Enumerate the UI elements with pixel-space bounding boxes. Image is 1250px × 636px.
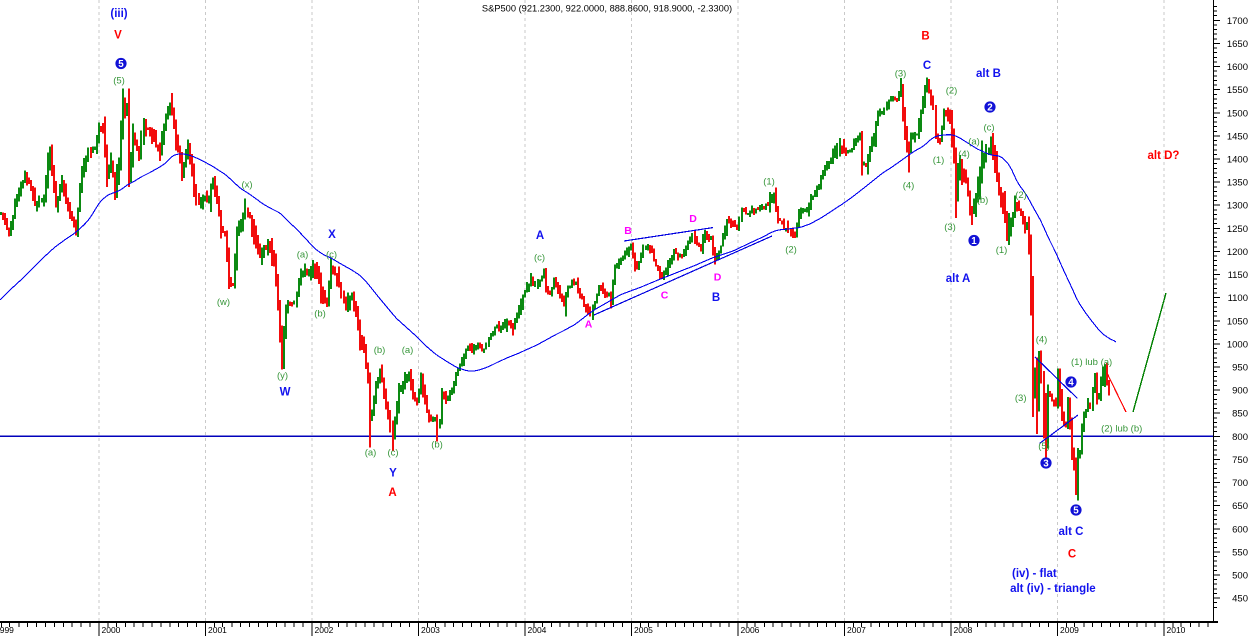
svg-text:4: 4	[1068, 378, 1074, 389]
svg-text:(2): (2)	[785, 245, 797, 256]
svg-text:750: 750	[1232, 455, 1248, 466]
svg-text:alt A: alt A	[946, 273, 971, 285]
svg-text:700: 700	[1232, 478, 1248, 489]
svg-text:(4): (4)	[903, 181, 915, 192]
svg-text:1450: 1450	[1227, 131, 1248, 142]
svg-text:950: 950	[1232, 363, 1248, 374]
svg-text:(a): (a)	[402, 345, 414, 356]
svg-text:V: V	[114, 30, 122, 42]
svg-text:2000: 2000	[102, 625, 121, 635]
svg-text:(1) lub (a): (1) lub (a)	[1071, 357, 1112, 368]
svg-text:5: 5	[1073, 506, 1079, 517]
svg-text:1650: 1650	[1227, 39, 1248, 50]
svg-text:(5): (5)	[113, 76, 125, 87]
svg-text:(2) lub (b): (2) lub (b)	[1101, 424, 1142, 435]
svg-text:D: D	[714, 272, 722, 284]
svg-text:450: 450	[1232, 594, 1248, 605]
svg-text:1150: 1150	[1228, 270, 1248, 281]
svg-text:alt C: alt C	[1059, 526, 1084, 538]
svg-text:B: B	[921, 31, 929, 43]
svg-text:2006: 2006	[741, 625, 760, 635]
svg-text:2010: 2010	[1167, 625, 1186, 635]
svg-text:1999: 1999	[0, 625, 14, 635]
svg-text:(c): (c)	[387, 448, 398, 459]
svg-text:2009: 2009	[1060, 625, 1079, 635]
svg-text:C: C	[661, 290, 669, 302]
svg-text:(c): (c)	[983, 123, 994, 134]
svg-text:(w): (w)	[217, 297, 230, 308]
svg-text:D: D	[689, 213, 697, 225]
svg-text:1500: 1500	[1227, 108, 1248, 119]
svg-text:1550: 1550	[1227, 85, 1248, 96]
svg-text:(1): (1)	[933, 155, 945, 166]
svg-text:alt (iv) - triangle: alt (iv) - triangle	[1010, 583, 1096, 595]
svg-text:C: C	[923, 60, 931, 72]
svg-text:2002: 2002	[315, 625, 334, 635]
svg-text:alt B: alt B	[976, 68, 1001, 80]
svg-text:(3): (3)	[895, 69, 907, 80]
svg-text:X: X	[328, 229, 336, 241]
svg-text:(a): (a)	[365, 448, 377, 459]
svg-text:2: 2	[987, 103, 993, 114]
svg-text:5: 5	[118, 59, 124, 70]
svg-text:(b): (b)	[314, 309, 326, 320]
svg-text:(4): (4)	[958, 149, 970, 160]
svg-text:B: B	[712, 292, 720, 304]
svg-text:900: 900	[1232, 386, 1248, 397]
svg-text:(a): (a)	[297, 250, 309, 261]
svg-text:C: C	[1068, 549, 1076, 561]
svg-text:500: 500	[1232, 571, 1248, 582]
svg-text:(4): (4)	[1036, 335, 1048, 346]
svg-text:(1): (1)	[763, 177, 775, 188]
svg-text:(3): (3)	[944, 222, 956, 233]
svg-text:2003: 2003	[421, 625, 440, 635]
svg-text:(1): (1)	[996, 245, 1008, 256]
svg-text:1250: 1250	[1227, 224, 1248, 235]
svg-text:(b): (b)	[374, 345, 386, 356]
svg-text:2008: 2008	[954, 625, 973, 635]
svg-text:1: 1	[971, 236, 977, 247]
svg-text:(5): (5)	[1038, 441, 1050, 452]
svg-text:1400: 1400	[1227, 155, 1248, 166]
svg-text:600: 600	[1232, 524, 1248, 535]
svg-text:800: 800	[1232, 432, 1248, 443]
svg-text:1050: 1050	[1227, 316, 1248, 327]
svg-text:1000: 1000	[1227, 339, 1248, 350]
svg-text:(x): (x)	[241, 180, 252, 191]
svg-text:2004: 2004	[528, 625, 547, 635]
svg-text:W: W	[280, 387, 291, 399]
svg-text:1600: 1600	[1227, 62, 1248, 73]
svg-text:1300: 1300	[1227, 201, 1248, 212]
svg-text:A: A	[585, 319, 593, 331]
svg-text:(a): (a)	[968, 137, 980, 148]
svg-text:A: A	[536, 230, 544, 242]
svg-text:(b): (b)	[431, 440, 443, 451]
svg-text:(b): (b)	[977, 195, 989, 206]
svg-text:Y: Y	[389, 468, 397, 480]
svg-text:B: B	[624, 225, 632, 237]
svg-text:S&P500 (921.2300, 922.0000, 88: S&P500 (921.2300, 922.0000, 888.8600, 91…	[482, 4, 732, 14]
svg-text:850: 850	[1232, 409, 1248, 420]
svg-text:650: 650	[1232, 501, 1248, 512]
svg-text:alt D?: alt D?	[1148, 150, 1180, 162]
svg-text:1350: 1350	[1227, 178, 1248, 189]
svg-text:3: 3	[1043, 459, 1049, 470]
svg-text:(c): (c)	[326, 250, 337, 261]
svg-text:1700: 1700	[1227, 16, 1248, 27]
svg-text:2007: 2007	[847, 625, 866, 635]
svg-text:550: 550	[1232, 547, 1248, 558]
svg-text:1100: 1100	[1228, 293, 1248, 304]
svg-text:2005: 2005	[634, 625, 653, 635]
svg-text:(iii): (iii)	[110, 8, 127, 20]
svg-text:(y): (y)	[277, 371, 288, 382]
svg-text:1200: 1200	[1227, 247, 1248, 258]
svg-text:2001: 2001	[208, 625, 227, 635]
svg-text:(c): (c)	[534, 253, 545, 264]
svg-text:A: A	[388, 487, 396, 499]
svg-text:(iv) - flat: (iv) - flat	[1012, 568, 1057, 580]
svg-text:(3): (3)	[1015, 393, 1027, 404]
svg-text:(2): (2)	[946, 86, 958, 97]
svg-text:(2): (2)	[1015, 190, 1027, 201]
